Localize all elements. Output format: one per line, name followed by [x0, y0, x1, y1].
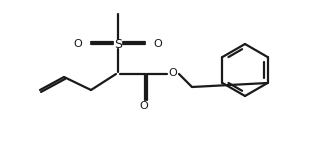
Text: S: S [114, 38, 122, 50]
Text: O: O [140, 101, 148, 111]
Text: O: O [74, 39, 82, 49]
Text: O: O [169, 68, 177, 78]
Text: O: O [154, 39, 162, 49]
